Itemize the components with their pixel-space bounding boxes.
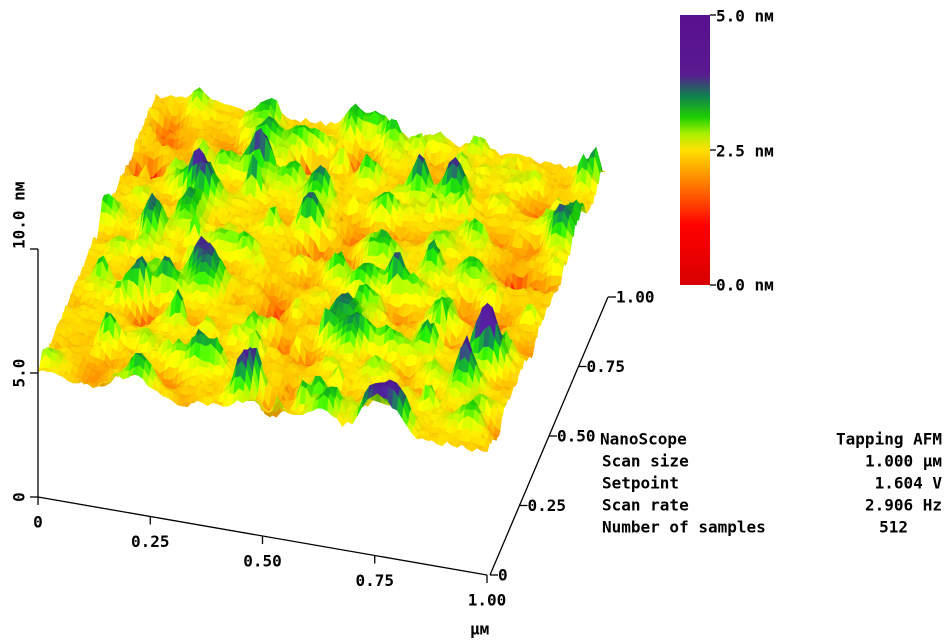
surface-facet — [562, 253, 568, 262]
surface-facet — [545, 299, 551, 305]
surface — [38, 88, 605, 452]
